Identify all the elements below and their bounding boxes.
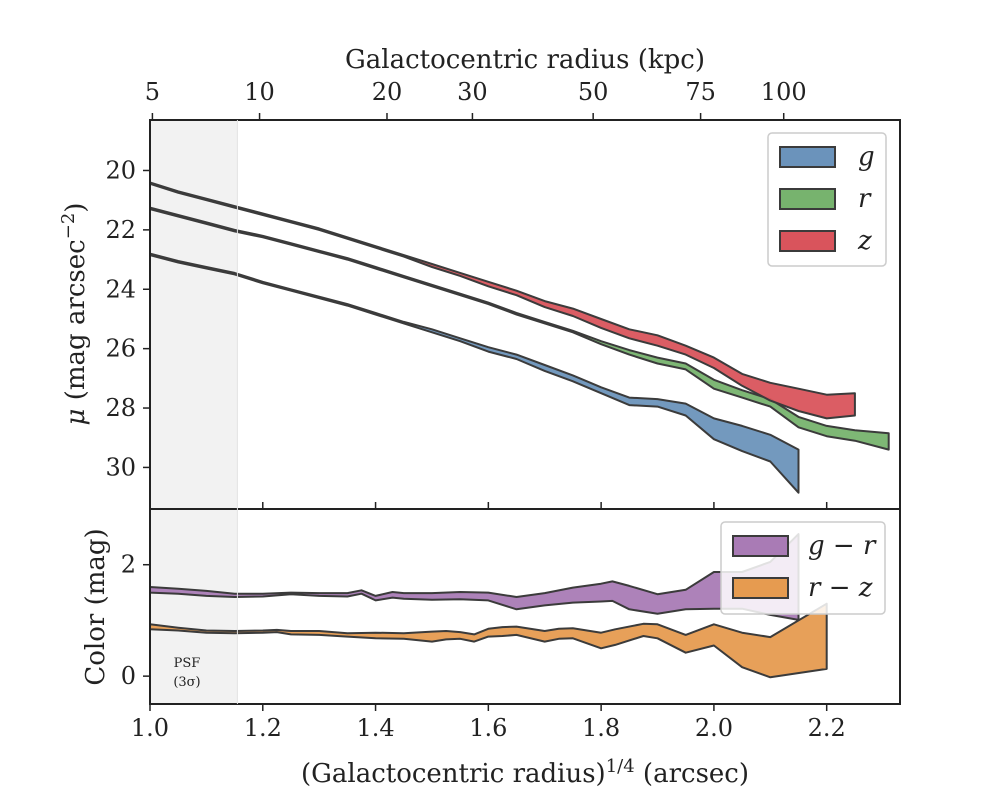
bottom-panel-frame [149,508,901,705]
area-r-z-band [149,602,828,679]
x-tick-label: 1.2 [244,714,282,742]
y-axis-title-close: ) [61,203,91,213]
kpc-tick-label: 20 [372,78,403,106]
y-ticks-bottom: 02 [121,551,150,690]
kpc-tick-label: 75 [685,78,716,106]
x-tick-label: 1.8 [582,714,620,742]
kpc-tick-label: 50 [578,78,609,106]
area-g-r-band [149,533,800,621]
x-axis-title-exponent: 1/4 [606,756,635,777]
y-tick-label-bottom: 2 [121,551,136,579]
legend-label: r [858,184,872,214]
legend-top: grz [767,132,887,267]
y-tick-label-top: 28 [105,394,136,422]
legend-swatch [779,230,836,252]
x-tick-label: 1.4 [356,714,394,742]
y-axis-title-exponent: −2 [58,213,79,240]
x-tick-label: 2.2 [808,714,846,742]
legend-swatch [732,535,789,557]
x-axis-title-main: (Galactocentric radius) [301,759,606,789]
y-ticks-top: 20 22 24 26 28 30 [105,156,150,481]
x-axis-title-units: (arcsec) [635,759,749,789]
area-z-band [149,181,856,420]
psf-annotation-line1: PSF [174,656,201,671]
legend-swatch [779,146,836,168]
y-axis-title-bottom: Color (mag) [81,528,111,685]
legend-label: z [857,226,872,256]
y-tick-label-top: 26 [105,335,136,363]
area-g-band [149,252,800,494]
x-axis-title: (Galactocentric radius)1/4 (arcsec) [301,756,749,790]
kpc-ticks: 5 10 20 30 50 75 100 [145,78,807,120]
color-panel: 02 1.0 1.2 1.4 1.6 1.8 2.0 2.2 Color (mag) (Ga… [81,508,901,790]
x-tick-label: 1.6 [469,714,507,742]
kpc-tick-label: 5 [145,78,160,106]
surface-brightness-areas [149,181,890,494]
x-tick-label: 1.0 [131,714,169,742]
psf-shaded-region-top [150,120,238,509]
kpc-tick-label: 100 [761,78,807,106]
psf-shaded-region-bottom [150,509,238,704]
y-axis-title-units: (mag arcsec [61,239,91,408]
legend-label: r − z [808,573,873,603]
y-tick-label-top: 30 [105,453,136,481]
area-r-band [149,206,890,451]
y-tick-label-top: 20 [105,156,136,184]
kpc-tick-label: 30 [457,78,488,106]
x-ticks-bottom: 1.0 1.2 1.4 1.6 1.8 2.0 2.2 [131,704,846,742]
legend-swatch [779,188,836,210]
color-areas [149,533,828,679]
y-tick-label-top: 22 [105,216,136,244]
legend-label: g [858,142,875,172]
surface-brightness-panel: 20 22 24 26 28 30 5 10 20 30 50 75 100 Galactocentr… [58,45,901,510]
legend-bottom: g − r r − z [720,521,886,615]
legend-swatch [732,577,789,599]
top-axis-title: Galactocentric radius (kpc) [345,45,705,75]
y-tick-label-bottom: 0 [121,662,136,690]
legend-label: g − r [808,531,877,561]
y-axis-title-top: μ (mag arcsec−2) [58,203,92,426]
x-ticks-top-panel [149,502,828,509]
x-tick-label: 2.0 [695,714,733,742]
mu-symbol: μ [61,409,91,426]
kpc-tick-label: 10 [244,78,275,106]
psf-annotation-line2: (3σ) [173,675,200,690]
y-tick-label-top: 24 [105,275,136,303]
